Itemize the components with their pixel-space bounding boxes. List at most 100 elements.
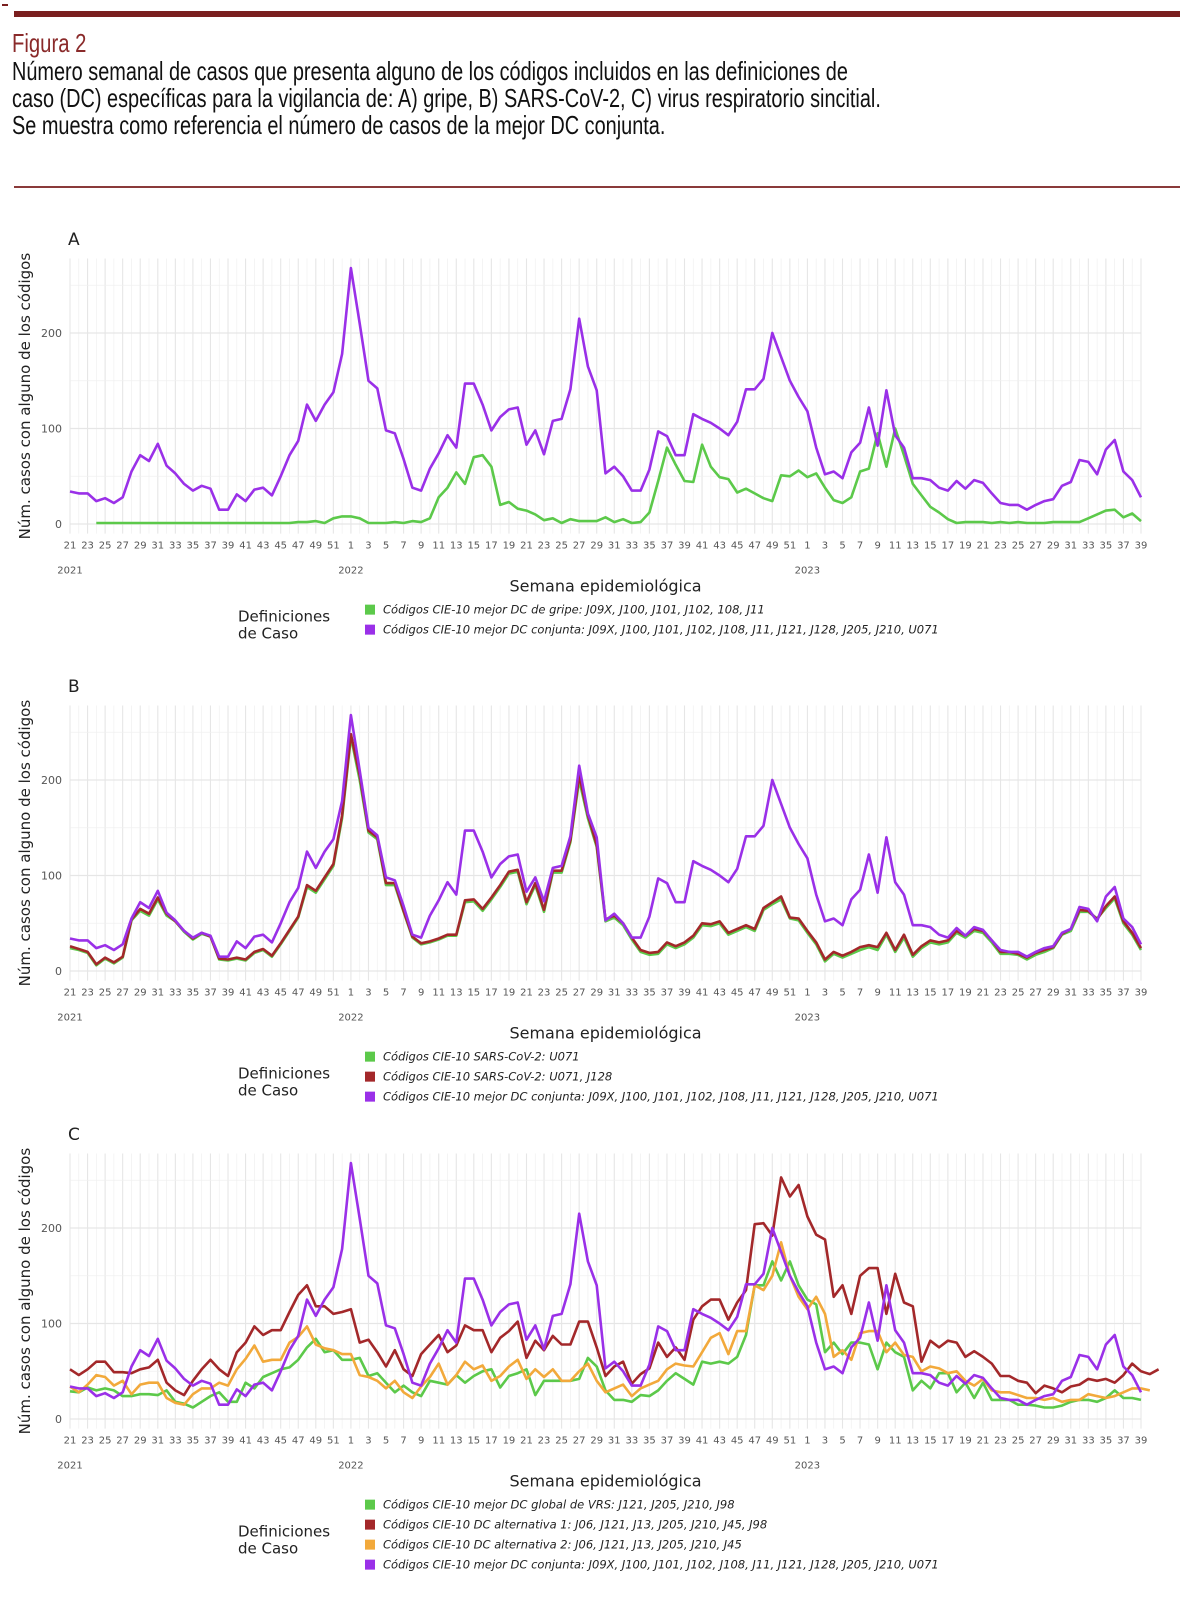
x-tick-label: 11	[889, 541, 902, 552]
legend-title: de Caso	[238, 1540, 298, 1558]
x-tick-label: 3	[365, 541, 371, 552]
x-tick-label: 23	[994, 1436, 1007, 1447]
x-tick-label: 47	[748, 541, 761, 552]
x-tick-label: 37	[661, 541, 674, 552]
x-tick-label: 37	[661, 988, 674, 999]
x-tick-label: 3	[365, 1436, 371, 1447]
x-tick-label: 15	[924, 988, 937, 999]
chart-panel-a: A 0 100 200 Núm. casos con alguno de los cód…	[16, 230, 1147, 643]
legend-item-label: Códigos CIE-10 DC alternativa 1: J06, J1…	[383, 1518, 767, 1532]
legend-item-label: Códigos CIE-10 mejor DC conjunta: J09X, …	[383, 1090, 939, 1104]
x-tick-label: 43	[257, 988, 270, 999]
series-line-orange	[69, 1241, 1151, 1406]
x-tick-label: 49	[309, 988, 322, 999]
x-tick-label: 25	[1012, 1436, 1025, 1447]
x-tick-label: 31	[608, 988, 621, 999]
x-tick-label: 13	[450, 541, 463, 552]
x-tick-label: 47	[748, 1436, 761, 1447]
x-tick-label: 29	[1047, 541, 1060, 552]
x-tick-label: 17	[485, 988, 498, 999]
x-tick-label: 23	[538, 541, 551, 552]
x-tick-label: 5	[383, 541, 389, 552]
series-line-purple	[69, 1161, 1143, 1406]
x-tick-label: 31	[1064, 1436, 1077, 1447]
x-tick-label: 39	[1135, 988, 1148, 999]
year-label: 2022	[338, 1013, 363, 1024]
x-tick-label: 11	[432, 988, 445, 999]
x-tick-label: 21	[977, 1436, 990, 1447]
series-line-darkred	[69, 1176, 1160, 1397]
legend-swatch-darkred	[365, 1071, 375, 1082]
x-tick-label: 25	[99, 988, 112, 999]
x-tick-label: 51	[327, 1436, 340, 1447]
x-tick-label: 33	[1082, 1436, 1095, 1447]
x-tick-label: 39	[222, 988, 235, 999]
year-label: 2023	[795, 1013, 820, 1024]
x-tick-label: 49	[309, 541, 322, 552]
x-tick-label: 13	[906, 541, 919, 552]
x-tick-label: 15	[467, 1436, 480, 1447]
year-label: 2022	[338, 566, 363, 577]
x-tick-label: 29	[1047, 988, 1060, 999]
x-tick-label: 19	[959, 988, 972, 999]
x-tick-label: 21	[520, 988, 533, 999]
panel-letter: C	[68, 1125, 80, 1145]
x-tick-label: 33	[625, 1436, 638, 1447]
x-tick-label: 45	[731, 988, 744, 999]
x-tick-label: 9	[418, 988, 424, 999]
x-tick-label: 23	[538, 988, 551, 999]
x-tick-label: 29	[590, 541, 603, 552]
x-tick-label: 35	[187, 541, 200, 552]
x-tick-label: 1	[348, 988, 354, 999]
x-tick-label: 35	[187, 1436, 200, 1447]
x-tick-label: 5	[839, 541, 845, 552]
series-lines	[69, 713, 1143, 967]
x-tick-label: 9	[874, 541, 880, 552]
x-tick-label: 35	[1100, 1436, 1113, 1447]
x-tick-label: 39	[678, 988, 691, 999]
chart-panel-b: B 0 100 200 Núm. casos con alguno de los cód…	[16, 677, 1148, 1104]
x-tick-label: 39	[222, 1436, 235, 1447]
x-tick-label: 1	[804, 541, 810, 552]
x-tick-label: 47	[748, 988, 761, 999]
x-tick-label: 27	[116, 1436, 129, 1447]
x-tick-label: 27	[1029, 541, 1042, 552]
x-tick-label: 47	[292, 541, 305, 552]
x-tick-label: 17	[942, 1436, 955, 1447]
x-axis-title: Semana epidemiológica	[509, 1024, 701, 1043]
series-line-purple	[69, 713, 1143, 958]
figure-label: Figura 2	[12, 28, 87, 58]
legend-title: Definiciones	[238, 608, 330, 626]
x-tick-label: 37	[1117, 541, 1130, 552]
y-tick-label: 0	[55, 518, 62, 531]
x-tick-label: 5	[839, 988, 845, 999]
x-tick-label: 3	[822, 1436, 828, 1447]
x-tick-label: 47	[292, 1436, 305, 1447]
y-axis-label: Núm. casos con alguno de los códigos	[16, 700, 34, 987]
x-axis-title: Semana epidemiológica	[509, 1472, 701, 1491]
legend-swatch-green	[365, 1499, 375, 1510]
x-tick-label: 1	[804, 1436, 810, 1447]
x-tick-label: 35	[643, 541, 656, 552]
x-tick-label: 3	[365, 988, 371, 999]
x-tick-label: 39	[678, 541, 691, 552]
x-tick-label: 31	[151, 541, 164, 552]
x-tick-label: 19	[959, 1436, 972, 1447]
x-tick-label: 25	[99, 1436, 112, 1447]
y-tick-label: 0	[55, 1413, 62, 1426]
x-tick-label: 3	[822, 988, 828, 999]
caption-rule	[14, 186, 1180, 188]
x-tick-label: 7	[857, 541, 863, 552]
x-tick-label: 51	[783, 988, 796, 999]
x-tick-label: 45	[731, 541, 744, 552]
series-line-green	[96, 427, 1142, 525]
x-tick-label: 37	[204, 1436, 217, 1447]
x-tick-label: 31	[608, 541, 621, 552]
x-tick-label: 13	[906, 988, 919, 999]
x-tick-label: 11	[889, 1436, 902, 1447]
legend-item-label: Códigos CIE-10 SARS-CoV-2: U071, J128	[383, 1070, 612, 1084]
series-lines	[69, 266, 1143, 525]
x-tick-label: 41	[239, 988, 252, 999]
x-tick-label: 7	[400, 988, 406, 999]
